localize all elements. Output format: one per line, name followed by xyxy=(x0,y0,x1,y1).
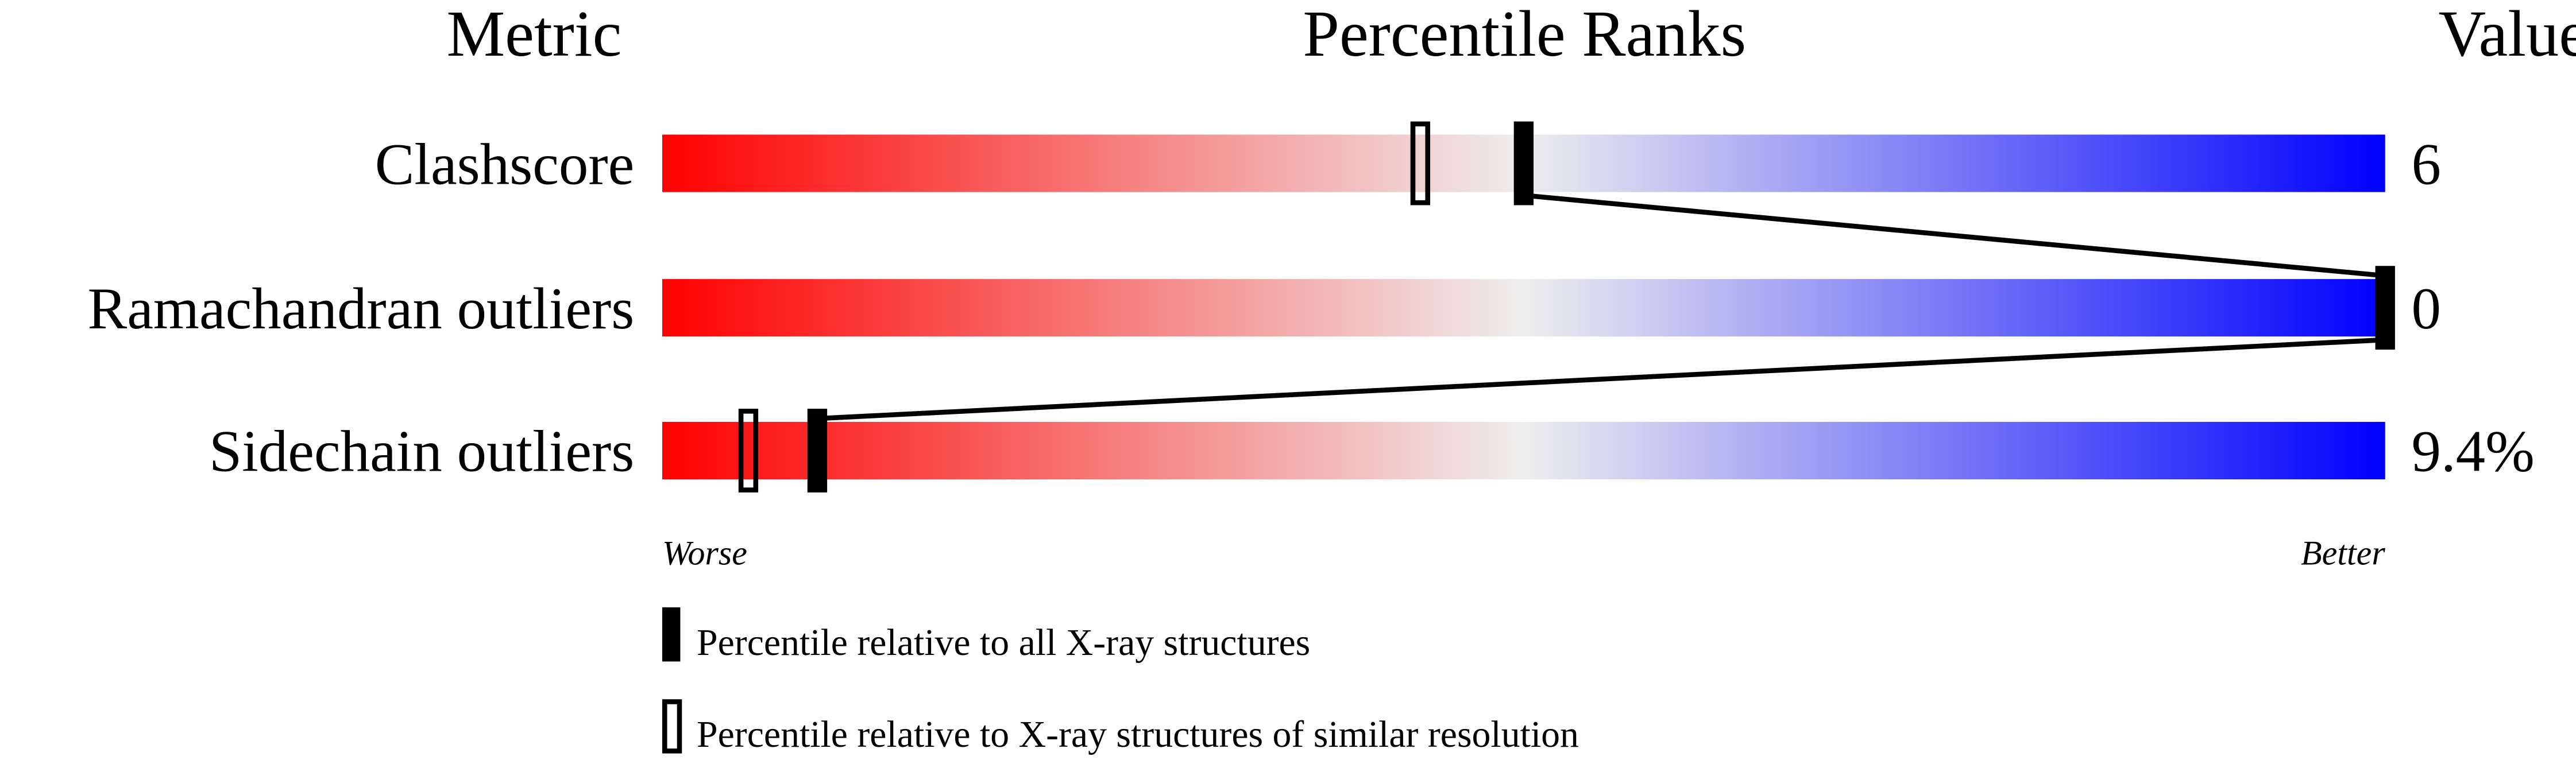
similar-resolution-marker xyxy=(1410,121,1431,205)
connector-line xyxy=(817,337,2385,421)
header-metric: Metric xyxy=(447,0,622,70)
all-structures-marker xyxy=(2375,266,2395,350)
legend-filled-marker xyxy=(662,607,681,662)
metric-value: 6 xyxy=(2411,131,2440,197)
connector-line xyxy=(1523,193,2386,278)
percentile-bar xyxy=(662,421,2385,480)
metric-value: 0 xyxy=(2411,276,2440,342)
metric-label: Sidechain outliers xyxy=(209,419,634,484)
legend-all: Percentile relative to all X-ray structu… xyxy=(697,622,1310,664)
all-structures-marker xyxy=(1513,121,1534,205)
all-structures-marker xyxy=(807,409,828,493)
metric-label: Clashscore xyxy=(375,131,635,197)
header-percentile-ranks: Percentile Ranks xyxy=(1303,0,1746,70)
header-value: Value xyxy=(2439,0,2576,70)
better-label: Better xyxy=(2301,534,2385,572)
similar-resolution-marker xyxy=(738,409,759,493)
metric-label: Ramachandran outliers xyxy=(88,276,635,342)
percentile-bar xyxy=(662,279,2385,337)
legend-similar: Percentile relative to X-ray structures … xyxy=(697,714,1579,755)
legend-hollow-marker xyxy=(662,699,682,754)
worse-label: Worse xyxy=(662,534,747,572)
metric-value: 9.4% xyxy=(2411,419,2534,484)
